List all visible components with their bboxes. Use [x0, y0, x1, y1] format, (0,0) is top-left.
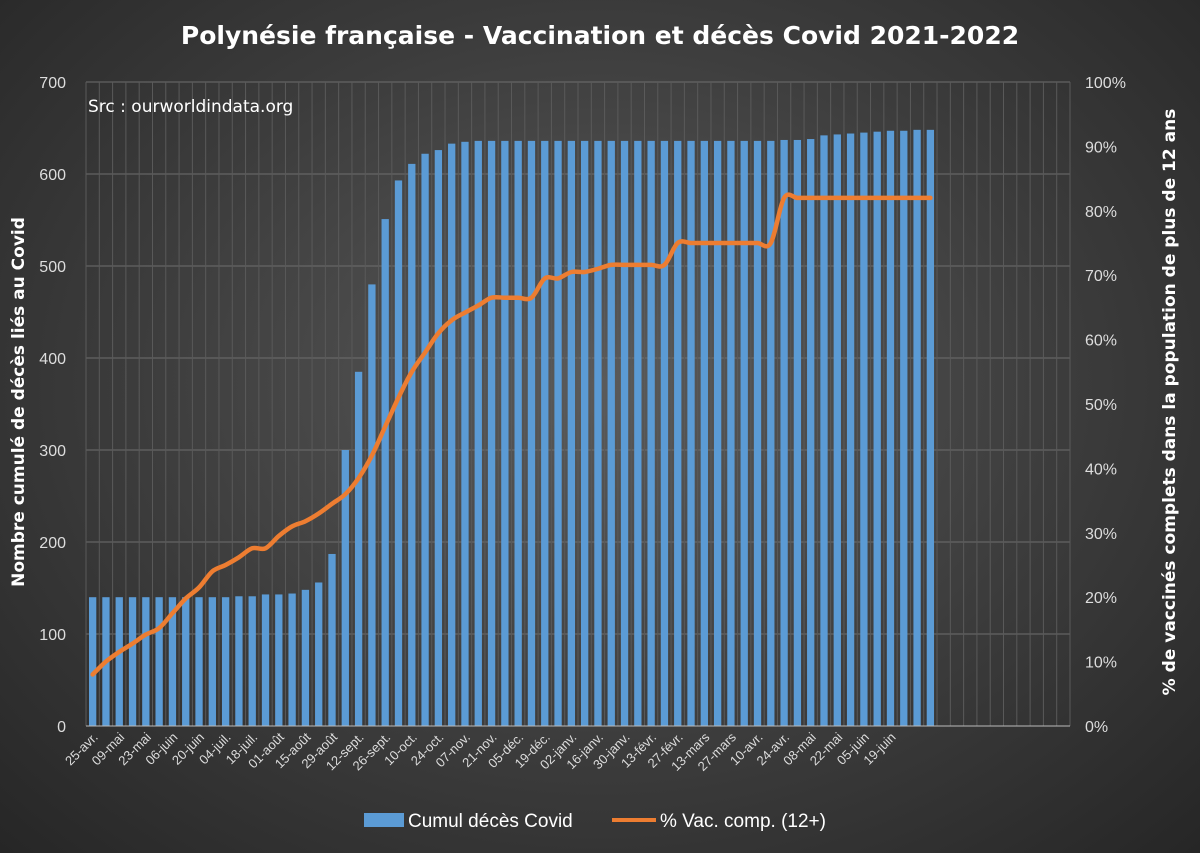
- bar: [607, 140, 615, 726]
- bar: [155, 597, 163, 726]
- y-left-tick-label: 200: [39, 535, 66, 552]
- y-right-tick-label: 0%: [1085, 719, 1108, 736]
- bar: [926, 129, 935, 727]
- y-left-tick-label: 700: [39, 75, 66, 92]
- bar: [115, 597, 123, 726]
- bar: [368, 284, 376, 726]
- y-right-tick-label: 10%: [1085, 655, 1117, 672]
- bar: [275, 594, 283, 726]
- bar: [541, 140, 549, 726]
- bar: [660, 140, 669, 726]
- bar: [182, 597, 190, 726]
- y-left-tick-label: 0: [57, 719, 66, 736]
- bar: [807, 139, 815, 727]
- bar: [674, 140, 682, 726]
- bar: [567, 140, 576, 726]
- y-right-tick-label: 20%: [1085, 590, 1117, 607]
- legend-bar-label: Cumul décès Covid: [408, 811, 573, 832]
- bar: [687, 140, 695, 726]
- y-left-tick-label: 100: [39, 627, 66, 644]
- bar: [288, 593, 296, 726]
- bar: [713, 140, 722, 726]
- y-axis-right-label: % de vaccinés complets dans la populatio…: [1160, 109, 1180, 696]
- source-annotation: Src : ourworldindata.org: [88, 97, 293, 117]
- bar: [753, 140, 762, 726]
- bar: [846, 133, 855, 726]
- bar: [860, 132, 868, 727]
- bar: [328, 553, 336, 726]
- bar: [461, 141, 469, 727]
- bar: [208, 597, 216, 726]
- bar: [128, 597, 137, 726]
- bar: [487, 140, 496, 726]
- bar: [501, 140, 509, 726]
- bar: [820, 135, 828, 727]
- bar: [554, 140, 562, 726]
- y-left-tick-label: 500: [39, 259, 66, 276]
- bar: [341, 450, 349, 726]
- bar: [740, 140, 748, 726]
- bar: [354, 371, 363, 726]
- bar: [580, 140, 589, 726]
- bar: [780, 139, 788, 726]
- bar: [434, 150, 443, 726]
- bar: [474, 140, 482, 726]
- bar: [900, 130, 908, 726]
- bar: [727, 140, 735, 726]
- bar: [833, 134, 841, 726]
- x-axis: 25-avr.09-mai23-mai06-juin20-juin04-juil…: [62, 725, 1070, 774]
- bar: [448, 143, 456, 726]
- bar: [647, 140, 655, 726]
- legend: Cumul décès Covid % Vac. comp. (12+): [364, 811, 826, 832]
- bar: [527, 140, 536, 726]
- chart-title: Polynésie française - Vaccination et déc…: [181, 21, 1019, 50]
- y-right-tick-label: 40%: [1085, 461, 1117, 478]
- bar: [88, 597, 97, 726]
- bar: [235, 596, 243, 726]
- bar: [793, 139, 802, 726]
- legend-bar-swatch: [364, 813, 404, 827]
- bar: [394, 180, 403, 726]
- bar: [886, 130, 895, 726]
- bar: [594, 140, 602, 726]
- bar: [700, 140, 708, 726]
- bar: [514, 140, 522, 726]
- y-right-tick-label: 100%: [1085, 75, 1126, 92]
- y-right-tick-label: 80%: [1085, 204, 1117, 221]
- y-right-tick-label: 50%: [1085, 397, 1117, 414]
- y-axis-left: 0 100 200 300 400 500 600 700: [39, 75, 66, 736]
- bar: [913, 129, 921, 727]
- y-right-tick-label: 70%: [1085, 268, 1117, 285]
- y-axis-right: 0% 10% 20% 30% 40% 50% 60% 70% 80% 90% 100%: [1085, 75, 1126, 736]
- y-axis-left-label: Nombre cumulé de décès liés au Covid: [9, 217, 29, 587]
- bar: [408, 163, 416, 726]
- bar: [421, 153, 429, 726]
- bar: [142, 597, 150, 726]
- bar: [221, 597, 230, 726]
- y-left-tick-label: 400: [39, 351, 66, 368]
- y-right-tick-label: 60%: [1085, 333, 1117, 350]
- y-right-tick-label: 90%: [1085, 139, 1117, 156]
- gridlines: [85, 81, 1071, 727]
- bar: [248, 596, 256, 726]
- legend-line-label: % Vac. comp. (12+): [660, 811, 826, 832]
- bar: [767, 140, 775, 726]
- vaccination-line: [90, 192, 933, 677]
- bar: [634, 140, 642, 726]
- bar: [620, 140, 629, 726]
- y-left-tick-label: 300: [39, 443, 66, 460]
- bar: [195, 597, 203, 726]
- bar: [301, 589, 310, 726]
- bar: [873, 131, 881, 726]
- bar: [261, 594, 270, 726]
- y-right-tick-label: 30%: [1085, 526, 1117, 543]
- bar: [315, 582, 323, 726]
- y-left-tick-label: 600: [39, 167, 66, 184]
- bar: [381, 219, 389, 726]
- bar: [168, 597, 177, 726]
- line-series: [90, 192, 933, 677]
